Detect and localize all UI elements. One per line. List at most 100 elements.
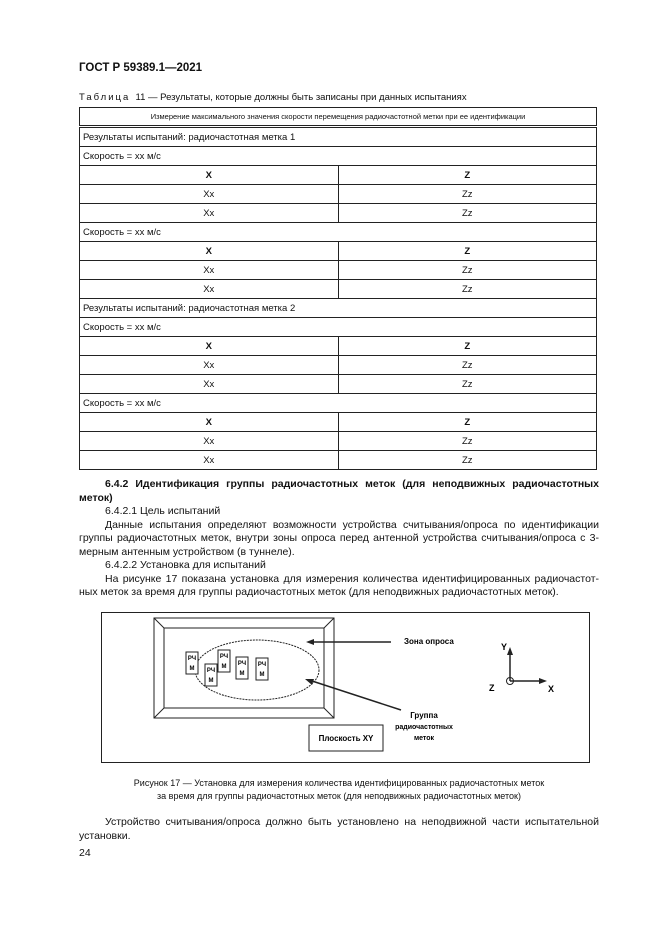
svg-text:М: М	[222, 664, 227, 670]
table-row: Скорость = хх м/с	[79, 317, 597, 337]
table-row: Xx Zz	[79, 431, 597, 451]
cell-z: Zz	[337, 184, 597, 204]
figure-17: РЧ М РЧ М РЧ М РЧ М РЧ М Зона опроса Группа радио…	[101, 612, 590, 763]
group-label-3: меток	[414, 735, 435, 742]
section-heading: 6.4.2 Идентификация группы радиочастотны…	[79, 478, 599, 504]
results-table: Измерение максимального значения скорост…	[79, 107, 597, 470]
svg-text:М: М	[260, 672, 265, 678]
row-label: Результаты испытаний: радиочастотная мет…	[79, 298, 597, 318]
svg-text:М: М	[190, 666, 195, 672]
svg-text:РЧ: РЧ	[238, 661, 246, 667]
cell-x: Xx	[79, 374, 339, 394]
axis-y-label: Y	[501, 642, 507, 652]
plane-label: Плоскость XY	[319, 734, 374, 743]
rfid-tag-icon: РЧ М	[185, 651, 199, 675]
plane-box	[308, 724, 384, 752]
group-arrow	[308, 679, 402, 711]
row-label: Скорость = хх м/с	[79, 393, 597, 413]
zone-label: Зона опроса	[404, 637, 454, 646]
cell-z: Zz	[337, 374, 597, 394]
cell-z: Z	[337, 241, 597, 261]
axes-icon	[506, 652, 541, 685]
cell-x: Xx	[79, 355, 339, 375]
table-caption-prefix: Таблица	[79, 92, 131, 103]
row-label: Скорость = хх м/с	[79, 222, 597, 242]
figure-caption: Рисунок 17 — Установка для измерения кол…	[79, 777, 599, 803]
svg-text:РЧ: РЧ	[220, 654, 228, 660]
cell-z: Z	[337, 336, 597, 356]
svg-text:РЧ: РЧ	[207, 668, 215, 674]
table-row: Скорость = хх м/с	[79, 222, 597, 242]
cell-z: Zz	[337, 355, 597, 375]
row-label: Скорость = хх м/с	[79, 317, 597, 337]
cell-x: X	[79, 165, 339, 185]
cell-x: Xx	[79, 184, 339, 204]
arrowhead-icon	[507, 647, 513, 655]
cell-x: Xx	[79, 431, 339, 451]
cell-z: Zz	[337, 260, 597, 280]
group-label-1: Группа	[410, 711, 438, 720]
rfid-tag-icon: РЧ М	[255, 657, 269, 681]
figure-frame	[101, 612, 590, 763]
closing-paragraph: Устройство считывания/опроса должно быть…	[79, 816, 599, 843]
table-row: Xx Zz	[79, 184, 597, 204]
axis-x-label: X	[548, 684, 554, 694]
cell-z: Zz	[337, 431, 597, 451]
table-row: Результаты испытаний: радиочастотная мет…	[79, 126, 597, 147]
subsection-heading: 6.4.2.2 Установка для испытаний	[105, 559, 266, 571]
cell-z: Z	[337, 412, 597, 432]
cell-x: X	[79, 241, 339, 261]
document-header: ГОСТ Р 59389.1—2021	[79, 62, 203, 74]
cell-x: Xx	[79, 450, 339, 470]
table-row: Xx Zz	[79, 279, 597, 299]
group-label-2: радиочастотных	[395, 724, 453, 731]
table-row: Xx Zz	[79, 203, 597, 223]
cell-x: Xx	[79, 203, 339, 223]
cell-z: Zz	[337, 203, 597, 223]
table-row: Скорость = хх м/с	[79, 393, 597, 413]
row-label: Результаты испытаний: радиочастотная мет…	[79, 126, 597, 147]
table-row: Xx Zz	[79, 450, 597, 470]
figure-caption-line: Рисунок 17 — Установка для измерения кол…	[133, 778, 545, 788]
cell-x: Xx	[79, 279, 339, 299]
table-caption-text: 11 — Результаты, которые должны быть зап…	[135, 92, 467, 103]
arrowhead-icon	[305, 679, 314, 685]
paragraph: На рисунке 17 показана установка для изм…	[79, 572, 599, 599]
cell-x: X	[79, 336, 339, 356]
svg-text:М: М	[240, 671, 245, 677]
cell-z: Zz	[337, 450, 597, 470]
svg-text:РЧ: РЧ	[188, 656, 196, 662]
rfid-tag-icon: РЧ М	[217, 649, 231, 673]
arrowhead-icon	[539, 678, 547, 684]
paragraph: Устройство считывания/опроса должно быть…	[79, 816, 599, 842]
table-row: Скорость = хх м/с	[79, 146, 597, 166]
table-title: Измерение максимального значения скорост…	[79, 107, 597, 128]
svg-text:М: М	[209, 678, 214, 684]
row-label: Скорость = хх м/с	[79, 146, 597, 166]
table-row: Xx Zz	[79, 260, 597, 280]
arrowhead-icon	[306, 639, 314, 645]
cell-z: Z	[337, 165, 597, 185]
paragraph: Данные испытания определяют возможности …	[79, 518, 599, 558]
figure-caption-line: за время для группы радиочастотных меток…	[157, 791, 521, 801]
rfid-tag-icon: РЧ М	[204, 663, 218, 687]
tunnel	[153, 617, 335, 719]
page-number: 24	[79, 847, 91, 859]
table-row: Xx Zz	[79, 355, 597, 375]
subsection-heading: 6.4.2.1 Цель испытаний	[105, 505, 221, 517]
cell-z: Zz	[337, 279, 597, 299]
body-text: 6.4.2 Идентификация группы радиочастотны…	[79, 478, 599, 600]
table-row: Xx Zz	[79, 374, 597, 394]
axis-z-label: Z	[489, 683, 495, 693]
table-row: Результаты испытаний: радиочастотная мет…	[79, 298, 597, 318]
cell-x: Xx	[79, 260, 339, 280]
rfid-tag-icon: РЧ М	[235, 656, 249, 680]
svg-text:РЧ: РЧ	[258, 662, 266, 668]
table-caption: Таблица 11 — Результаты, которые должны …	[79, 92, 467, 103]
cell-x: X	[79, 412, 339, 432]
